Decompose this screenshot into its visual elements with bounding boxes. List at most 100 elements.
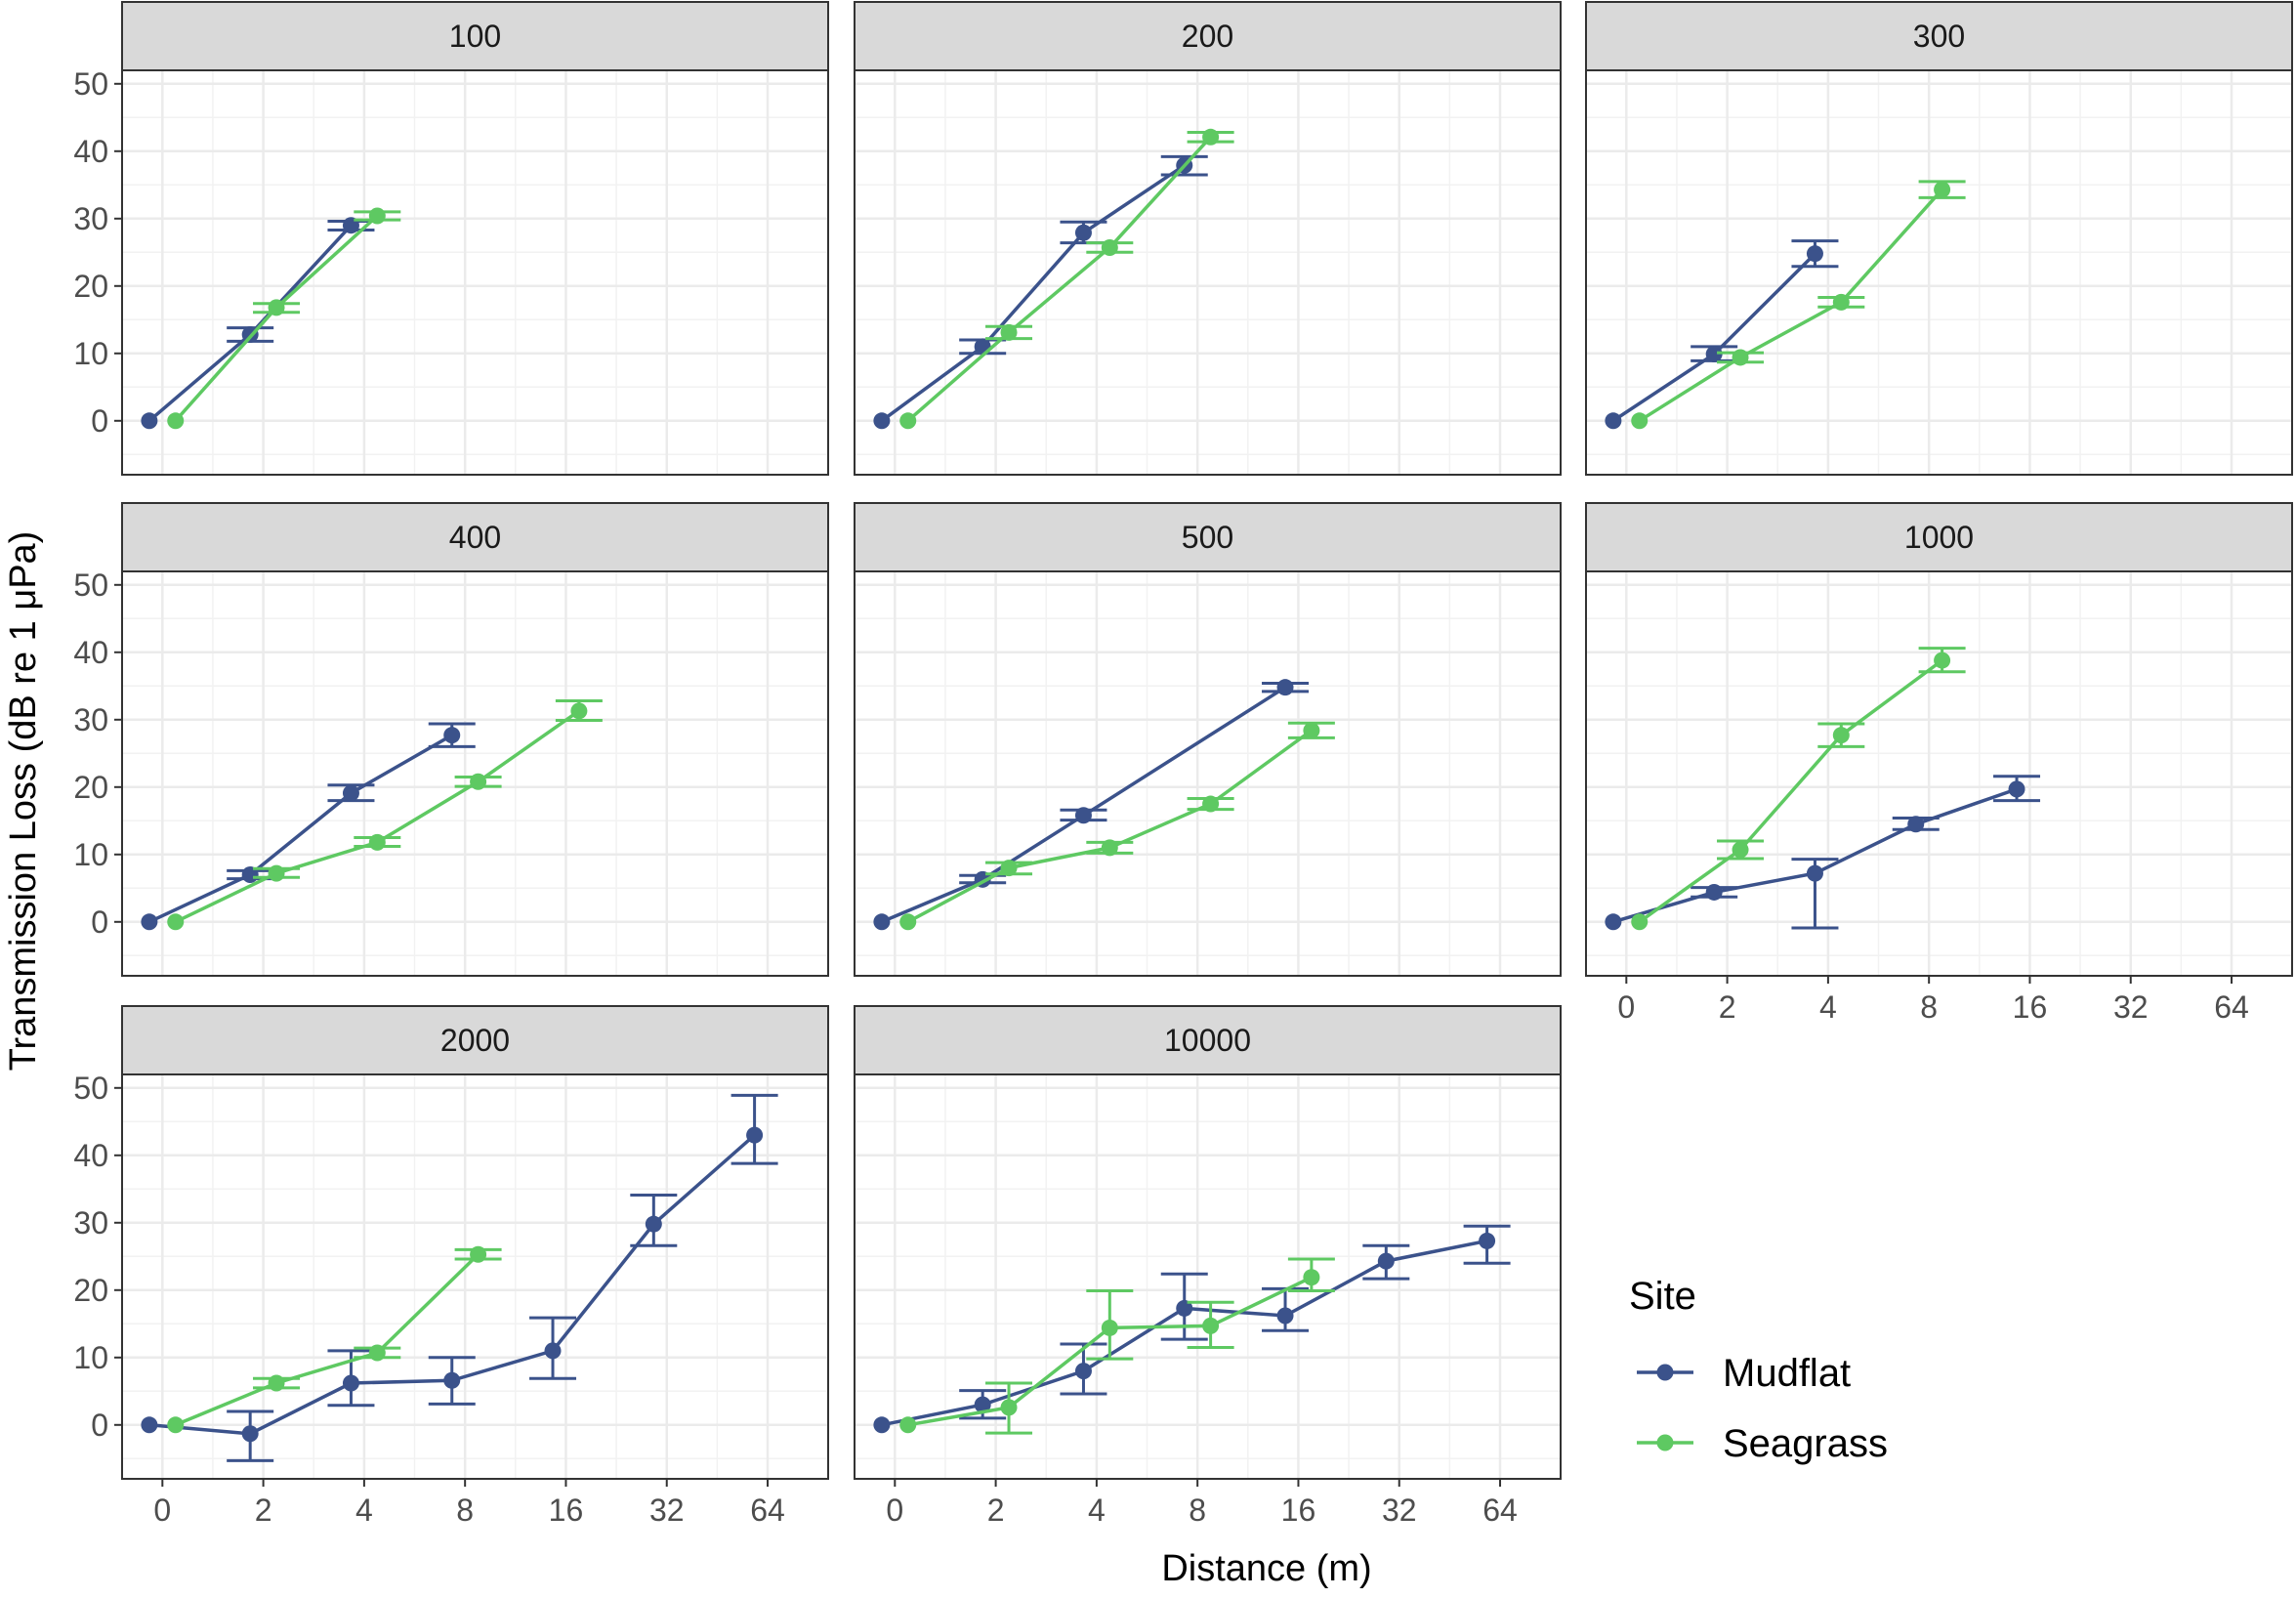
x-tick-label: 16	[549, 1493, 584, 1528]
series-seagrass-300	[1631, 180, 1966, 430]
y-tick-label: 10	[73, 1340, 108, 1375]
panels-layer: 100 200 300 400 500 1000 2000 10000	[121, 1, 2293, 1480]
data-point	[746, 1126, 764, 1144]
data-point	[1732, 841, 1749, 859]
y-axis-title: Transmission Loss (dB re 1 μPa)	[3, 531, 44, 1072]
series-mudflat-2000	[141, 1093, 778, 1462]
data-point	[1377, 1252, 1395, 1270]
x-tick-label: 2	[987, 1493, 1005, 1528]
x-tick-label: 8	[456, 1493, 474, 1528]
x-tick-label: 8	[1920, 989, 1938, 1025]
y-tick-label: 0	[91, 1408, 108, 1443]
data-point	[342, 784, 359, 802]
data-point	[1074, 224, 1092, 241]
panel-border	[1585, 570, 2293, 977]
panel-border	[854, 69, 1562, 476]
facet-strip-label: 1000	[1904, 520, 1974, 555]
panel-background	[1586, 571, 2292, 976]
x-tick-label: 0	[1617, 989, 1635, 1025]
series-line	[175, 1252, 480, 1427]
series-line	[880, 163, 1186, 423]
y-tick-label: 20	[73, 1273, 108, 1308]
y-tick-label: 0	[91, 403, 108, 439]
data-point	[470, 773, 487, 790]
legend-key-point	[1656, 1434, 1674, 1451]
y-tick-label: 50	[73, 66, 108, 102]
data-point	[873, 412, 891, 430]
y-tick-label: 40	[73, 1138, 108, 1173]
data-point	[974, 1396, 991, 1413]
panel-background	[122, 1074, 828, 1479]
data-point	[1907, 816, 1925, 833]
data-point	[1202, 128, 1220, 146]
data-point	[1934, 652, 1951, 669]
x-tick-label: 32	[1382, 1493, 1417, 1528]
data-point	[1605, 412, 1622, 430]
facet-strip	[1585, 502, 2293, 572]
series-seagrass-200	[899, 128, 1234, 430]
facet-strip-label: 2000	[440, 1023, 510, 1058]
facet-panel-1000: 1000	[1585, 502, 2293, 977]
y-tick-label: 20	[73, 269, 108, 304]
series-mudflat-1000	[1605, 775, 2041, 931]
data-point	[1832, 727, 1850, 744]
data-point	[2008, 780, 2025, 798]
facet-strip-label: 400	[449, 520, 501, 555]
data-point	[368, 1344, 386, 1362]
data-point	[899, 913, 917, 931]
facet-strip	[121, 1, 829, 71]
x-tick-label: 4	[1088, 1493, 1106, 1528]
data-point	[1000, 323, 1018, 341]
data-point	[1000, 860, 1018, 877]
data-point	[368, 207, 386, 225]
data-point	[141, 913, 158, 931]
series-line	[1638, 658, 1943, 924]
data-point	[1176, 1299, 1193, 1317]
series-line	[1638, 188, 1943, 423]
data-point	[1202, 795, 1220, 813]
panel-border	[121, 69, 829, 476]
facet-panel-500: 500	[854, 502, 1562, 977]
y-tick-label: 40	[73, 134, 108, 169]
data-point	[1631, 913, 1649, 931]
y-tick-label: 30	[73, 1205, 108, 1241]
data-point	[1705, 883, 1723, 901]
x-tick-label: 0	[886, 1493, 903, 1528]
data-point	[141, 412, 158, 430]
facet-panel-200: 200	[854, 1, 1562, 476]
facet-strip-label: 10000	[1164, 1023, 1251, 1058]
panel-background	[122, 70, 828, 475]
data-point	[1806, 245, 1823, 263]
x-tick-label: 64	[1482, 1493, 1518, 1528]
data-point	[1303, 722, 1320, 739]
y-tick-label: 30	[73, 201, 108, 236]
series-mudflat-300	[1605, 239, 1839, 430]
data-point	[1101, 238, 1118, 256]
data-point	[873, 913, 891, 931]
legend-label: Seagrass	[1723, 1422, 1888, 1465]
x-tick-label: 4	[355, 1493, 373, 1528]
series-line	[906, 136, 1212, 423]
panel-border	[1585, 69, 2293, 476]
facet-panel-10000: 10000	[854, 1005, 1562, 1480]
data-point	[167, 1416, 185, 1434]
facet-panel-2000: 2000	[121, 1005, 829, 1480]
x-tick-label: 16	[1281, 1493, 1316, 1528]
data-point	[268, 299, 285, 316]
panel-background	[122, 571, 828, 976]
series-seagrass-500	[899, 721, 1335, 931]
data-point	[1276, 679, 1294, 696]
facet-strip	[121, 502, 829, 572]
data-point	[1806, 864, 1823, 882]
data-point	[1276, 1307, 1294, 1325]
x-tick-label: 8	[1189, 1493, 1206, 1528]
series-seagrass-10000	[899, 1257, 1335, 1435]
facet-panel-100: 100	[121, 1, 829, 476]
data-point	[141, 1416, 158, 1434]
data-point	[342, 1374, 359, 1392]
y-tick-label: 10	[73, 336, 108, 371]
data-point	[1101, 839, 1118, 857]
series-mudflat-10000	[873, 1224, 1511, 1434]
data-point	[1074, 807, 1092, 824]
series-seagrass-1000	[1631, 647, 1966, 931]
